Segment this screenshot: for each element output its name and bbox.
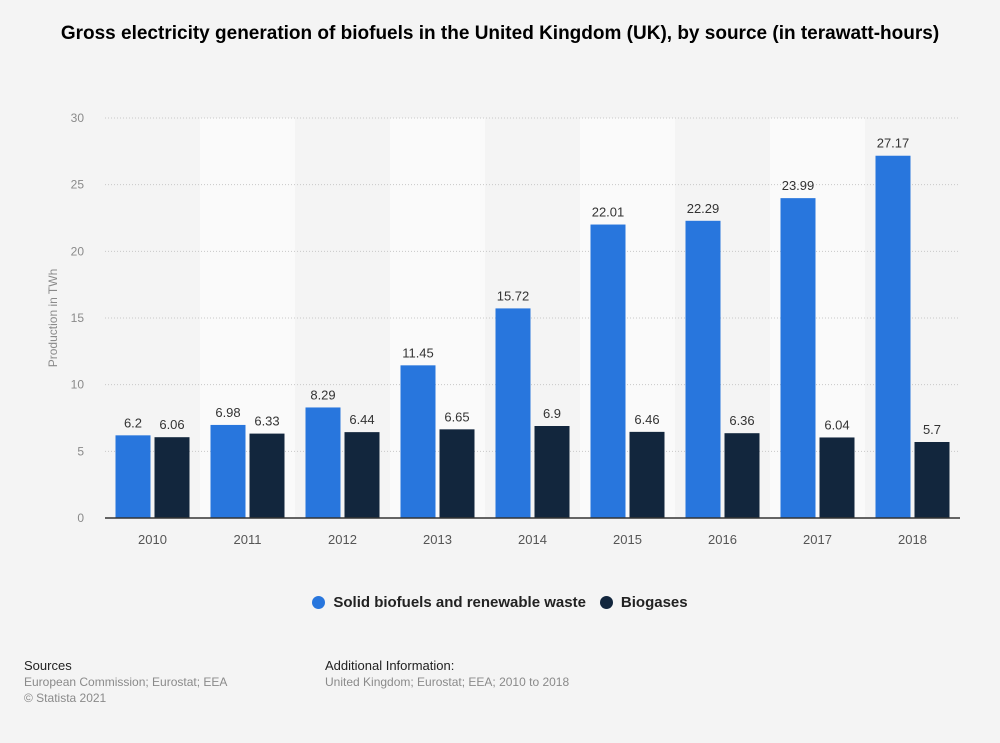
additional-info-heading: Additional Information: [325, 658, 455, 673]
data-label: 6.33 [254, 414, 279, 429]
bar-biogases-2016[interactable] [724, 433, 760, 518]
data-label: 6.36 [729, 413, 754, 428]
legend-item-biogases[interactable]: Biogases [599, 594, 688, 611]
data-label: 22.29 [687, 201, 720, 216]
y-tick-label: 20 [71, 244, 85, 258]
sources-block: Sources European Commission; Eurostat; E… [24, 658, 227, 706]
bars [115, 155, 950, 519]
sources-heading: Sources [24, 658, 72, 673]
bar-biogases-2015[interactable] [629, 431, 665, 518]
chart-title: Gross electricity generation of biofuels… [60, 23, 940, 44]
bar-biogases-2017[interactable] [819, 437, 855, 518]
y-tick-label: 25 [71, 178, 85, 192]
x-tick-label: 2017 [803, 532, 832, 547]
y-tick-label: 5 [77, 444, 84, 458]
copyright-text: © Statista 2021 [24, 691, 107, 705]
data-label: 6.9 [543, 406, 561, 421]
data-label: 11.45 [402, 345, 434, 360]
bar-solid-biofuels-2011[interactable] [210, 424, 246, 518]
data-label: 5.7 [923, 422, 941, 437]
bar-biogases-2011[interactable] [249, 433, 285, 518]
data-label: 6.98 [215, 405, 240, 420]
y-axis-ticks: 0 5 10 15 20 25 30 [71, 111, 85, 525]
bar-biogases-2014[interactable] [534, 426, 570, 518]
y-tick-label: 30 [71, 111, 85, 125]
data-label: 6.44 [349, 412, 374, 427]
legend-label: Biogases [620, 594, 688, 611]
legend-label: Solid biofuels and renewable waste [333, 594, 586, 611]
x-tick-label: 2011 [234, 532, 262, 547]
bar-solid-biofuels-2016[interactable] [685, 220, 721, 519]
bar-solid-biofuels-2017[interactable] [780, 198, 816, 518]
data-label: 8.29 [310, 387, 335, 402]
y-axis-label: Production in TWh [46, 269, 60, 368]
additional-info-block: Additional Information: United Kingdom; … [325, 658, 569, 690]
x-tick-label: 2014 [518, 532, 547, 547]
bar-biogases-2013[interactable] [439, 429, 475, 518]
x-axis-ticks: 2010 2011 2012 2013 2014 2015 2016 2017 2018 [138, 532, 927, 547]
data-label: 6.65 [444, 409, 469, 424]
bar-biogases-2012[interactable] [344, 432, 380, 518]
data-label: 6.46 [634, 412, 659, 427]
data-label: 6.04 [824, 417, 849, 432]
x-tick-label: 2012 [328, 532, 357, 547]
bar-solid-biofuels-2010[interactable] [115, 435, 151, 518]
bar-solid-biofuels-2012[interactable] [305, 407, 341, 518]
data-label: 22.01 [592, 205, 625, 220]
bar-solid-biofuels-2018[interactable] [875, 155, 911, 518]
legend-item-solid-biofuels[interactable]: Solid biofuels and renewable waste [312, 594, 586, 611]
legend-marker-solid-biofuels [312, 596, 326, 609]
data-label: 15.72 [497, 288, 530, 303]
legend-marker-biogases [599, 596, 613, 609]
x-tick-label: 2015 [613, 532, 642, 547]
sources-text[interactable]: European Commission; Eurostat; EEA [24, 675, 228, 689]
x-tick-label: 2010 [138, 532, 167, 547]
y-tick-label: 0 [77, 511, 84, 525]
x-tick-label: 2018 [898, 532, 927, 547]
x-tick-label: 2016 [708, 532, 737, 547]
bar-solid-biofuels-2013[interactable] [400, 365, 436, 518]
additional-info-text: United Kingdom; Eurostat; EEA; 2010 to 2… [325, 675, 570, 689]
data-label: 23.99 [782, 178, 815, 193]
bar-solid-biofuels-2015[interactable] [590, 224, 626, 519]
data-label: 6.2 [124, 415, 142, 430]
data-label: 27.17 [877, 136, 910, 151]
bar-biogases-2010[interactable] [154, 437, 190, 518]
bar-biogases-2018[interactable] [914, 442, 950, 518]
legend: Solid biofuels and renewable waste Bioga… [0, 594, 1000, 611]
y-tick-label: 10 [71, 378, 85, 392]
x-tick-label: 2013 [423, 532, 452, 547]
y-tick-label: 15 [71, 311, 85, 325]
data-label: 6.06 [159, 417, 184, 432]
data-labels: 6.2 6.06 6.98 6.33 8.29 6.44 11.45 6.65 15.72 6.9… [124, 136, 941, 437]
bar-solid-biofuels-2014[interactable] [495, 308, 531, 518]
